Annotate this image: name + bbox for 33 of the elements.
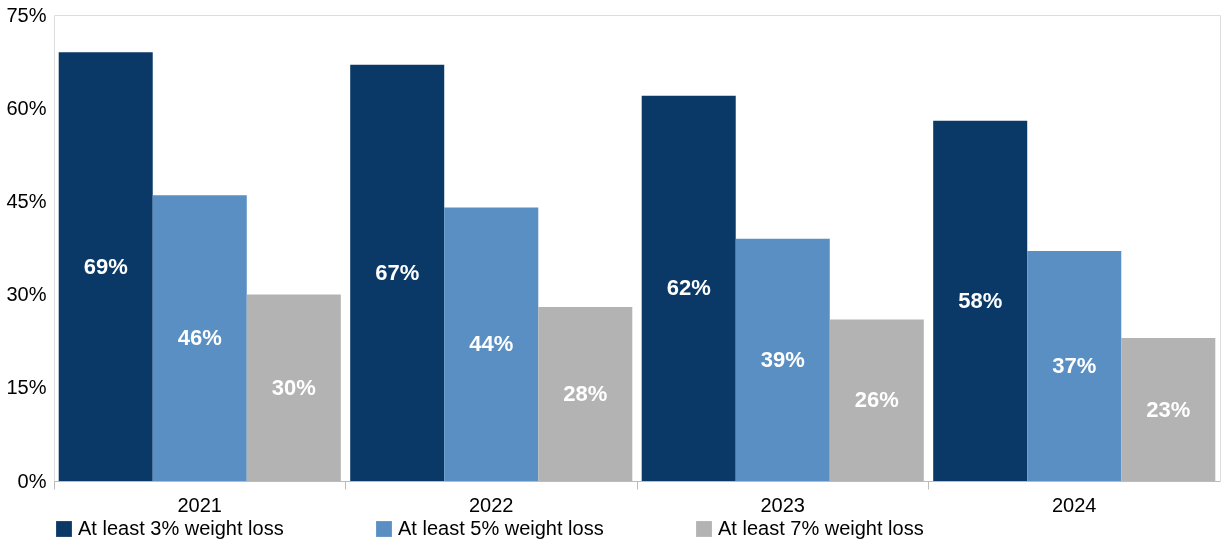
data-label: 46% — [177, 325, 222, 351]
data-label: 69% — [83, 253, 128, 279]
y-tick-label: 30% — [6, 283, 47, 306]
y-tick-label: 0% — [17, 469, 47, 492]
data-label: 44% — [469, 331, 514, 357]
legend-label: At least 5% weight loss — [398, 517, 604, 539]
bar — [735, 238, 830, 481]
legend-label: At least 3% weight loss — [78, 517, 284, 539]
y-tick-label: 45% — [6, 189, 47, 212]
bar — [933, 120, 1028, 481]
x-tick-label: 2023 — [760, 493, 805, 516]
bar — [1027, 251, 1122, 481]
y-tick-label: 75% — [6, 3, 47, 26]
data-label: 37% — [1052, 353, 1097, 379]
bar — [444, 207, 539, 481]
data-label: 26% — [854, 387, 899, 413]
x-tick-label: 2021 — [177, 493, 222, 516]
data-label: 67% — [375, 259, 420, 285]
x-tick-label: 2024 — [1052, 493, 1097, 516]
data-label: 28% — [563, 381, 608, 407]
data-label: 62% — [666, 275, 711, 301]
data-label: 39% — [760, 346, 805, 372]
y-tick-label: 60% — [6, 96, 47, 119]
bar — [58, 52, 153, 481]
bar — [152, 195, 247, 481]
x-tick-label: 2022 — [469, 493, 514, 516]
data-label: 58% — [958, 287, 1003, 313]
legend-label: At least 7% weight loss — [718, 517, 924, 539]
data-label: 23% — [1146, 396, 1191, 422]
y-tick-label: 15% — [6, 376, 47, 399]
bar — [641, 95, 736, 481]
bar — [350, 64, 445, 481]
data-label: 30% — [271, 374, 316, 400]
